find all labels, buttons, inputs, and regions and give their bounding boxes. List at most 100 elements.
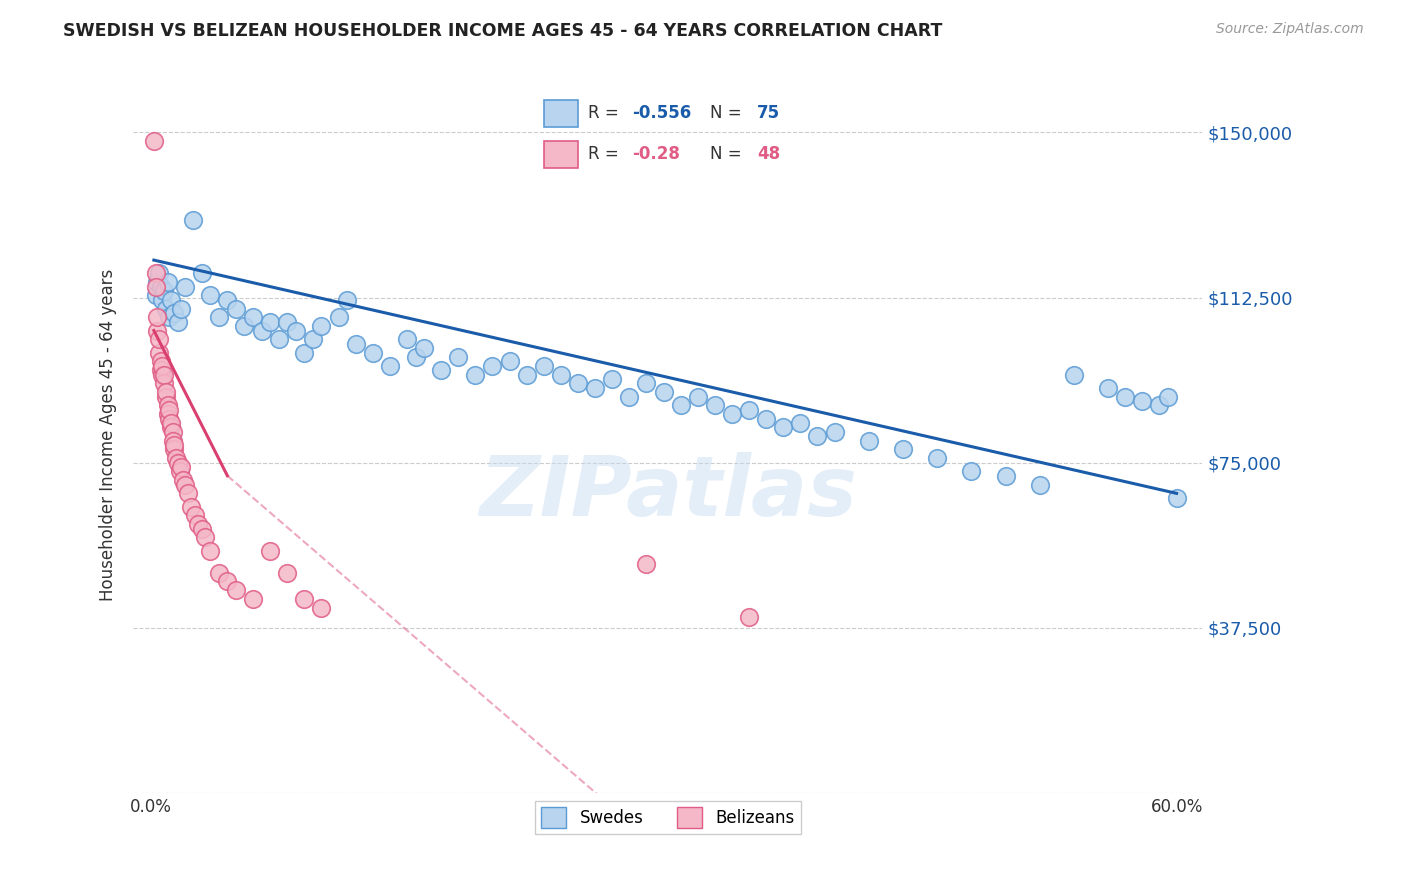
Point	[772, 420, 794, 434]
Point	[152, 368, 174, 382]
Point	[789, 416, 811, 430]
Point	[652, 385, 675, 400]
Point	[481, 359, 503, 373]
FancyBboxPatch shape	[544, 141, 578, 168]
Point	[292, 592, 315, 607]
Point	[160, 416, 183, 430]
Point	[163, 306, 186, 320]
Point	[148, 332, 170, 346]
Point	[721, 407, 744, 421]
Text: SWEDISH VS BELIZEAN HOUSEHOLDER INCOME AGES 45 - 64 YEARS CORRELATION CHART: SWEDISH VS BELIZEAN HOUSEHOLDER INCOME A…	[63, 22, 942, 40]
Point	[669, 398, 692, 412]
Point	[994, 468, 1017, 483]
Text: -0.556: -0.556	[633, 104, 692, 122]
Text: ZIPatlas: ZIPatlas	[479, 451, 856, 533]
Text: R =: R =	[588, 104, 624, 122]
Point	[190, 266, 212, 280]
Point	[1114, 390, 1136, 404]
Text: N =: N =	[710, 145, 747, 163]
Point	[533, 359, 555, 373]
Point	[858, 434, 880, 448]
Point	[142, 134, 165, 148]
Point	[311, 319, 333, 334]
Point	[284, 324, 307, 338]
Point	[217, 293, 239, 307]
Point	[146, 275, 169, 289]
Point	[162, 425, 184, 439]
Point	[378, 359, 401, 373]
Point	[250, 324, 273, 338]
Point	[155, 385, 177, 400]
Point	[1130, 393, 1153, 408]
Point	[153, 284, 176, 298]
Point	[686, 390, 709, 404]
Point	[149, 363, 172, 377]
Point	[891, 442, 914, 457]
Point	[738, 402, 761, 417]
Point	[157, 310, 180, 325]
Point	[172, 473, 194, 487]
Point	[328, 310, 350, 325]
Point	[156, 275, 179, 289]
Point	[146, 310, 169, 325]
Point	[242, 592, 264, 607]
Point	[447, 350, 470, 364]
Point	[738, 609, 761, 624]
Point	[200, 543, 222, 558]
Point	[233, 319, 256, 334]
Point	[498, 354, 520, 368]
Point	[276, 566, 298, 580]
Text: N =: N =	[710, 104, 747, 122]
Point	[430, 363, 453, 377]
Point	[361, 345, 384, 359]
Point	[567, 376, 589, 391]
Text: 48: 48	[756, 145, 780, 163]
Point	[806, 429, 828, 443]
Y-axis label: Householder Income Ages 45 - 64 years: Householder Income Ages 45 - 64 years	[100, 268, 117, 601]
Point	[1166, 491, 1188, 505]
Point	[1149, 398, 1171, 412]
Point	[600, 372, 623, 386]
Point	[960, 464, 983, 478]
Point	[583, 381, 606, 395]
Point	[156, 398, 179, 412]
Point	[145, 266, 167, 280]
Point	[200, 288, 222, 302]
Point	[516, 368, 538, 382]
Point	[336, 293, 359, 307]
Point	[267, 332, 290, 346]
Point	[155, 390, 177, 404]
Point	[148, 345, 170, 359]
Point	[619, 390, 641, 404]
Point	[166, 456, 188, 470]
Point	[156, 407, 179, 421]
Point	[225, 583, 247, 598]
Point	[163, 438, 186, 452]
Point	[292, 345, 315, 359]
Point	[145, 288, 167, 302]
Point	[276, 315, 298, 329]
Point	[165, 451, 187, 466]
Point	[1157, 390, 1180, 404]
Point	[208, 566, 231, 580]
Point	[703, 398, 725, 412]
Point	[153, 368, 176, 382]
Point	[302, 332, 325, 346]
Point	[824, 425, 846, 439]
Point	[1097, 381, 1119, 395]
Text: -0.28: -0.28	[633, 145, 681, 163]
Text: R =: R =	[588, 145, 624, 163]
Point	[259, 315, 281, 329]
Point	[145, 279, 167, 293]
Point	[395, 332, 418, 346]
Point	[550, 368, 572, 382]
Point	[149, 354, 172, 368]
Point	[149, 279, 172, 293]
Point	[259, 543, 281, 558]
Point	[190, 522, 212, 536]
Point	[166, 315, 188, 329]
Point	[160, 293, 183, 307]
Point	[169, 464, 191, 478]
FancyBboxPatch shape	[544, 100, 578, 127]
Point	[184, 508, 207, 523]
